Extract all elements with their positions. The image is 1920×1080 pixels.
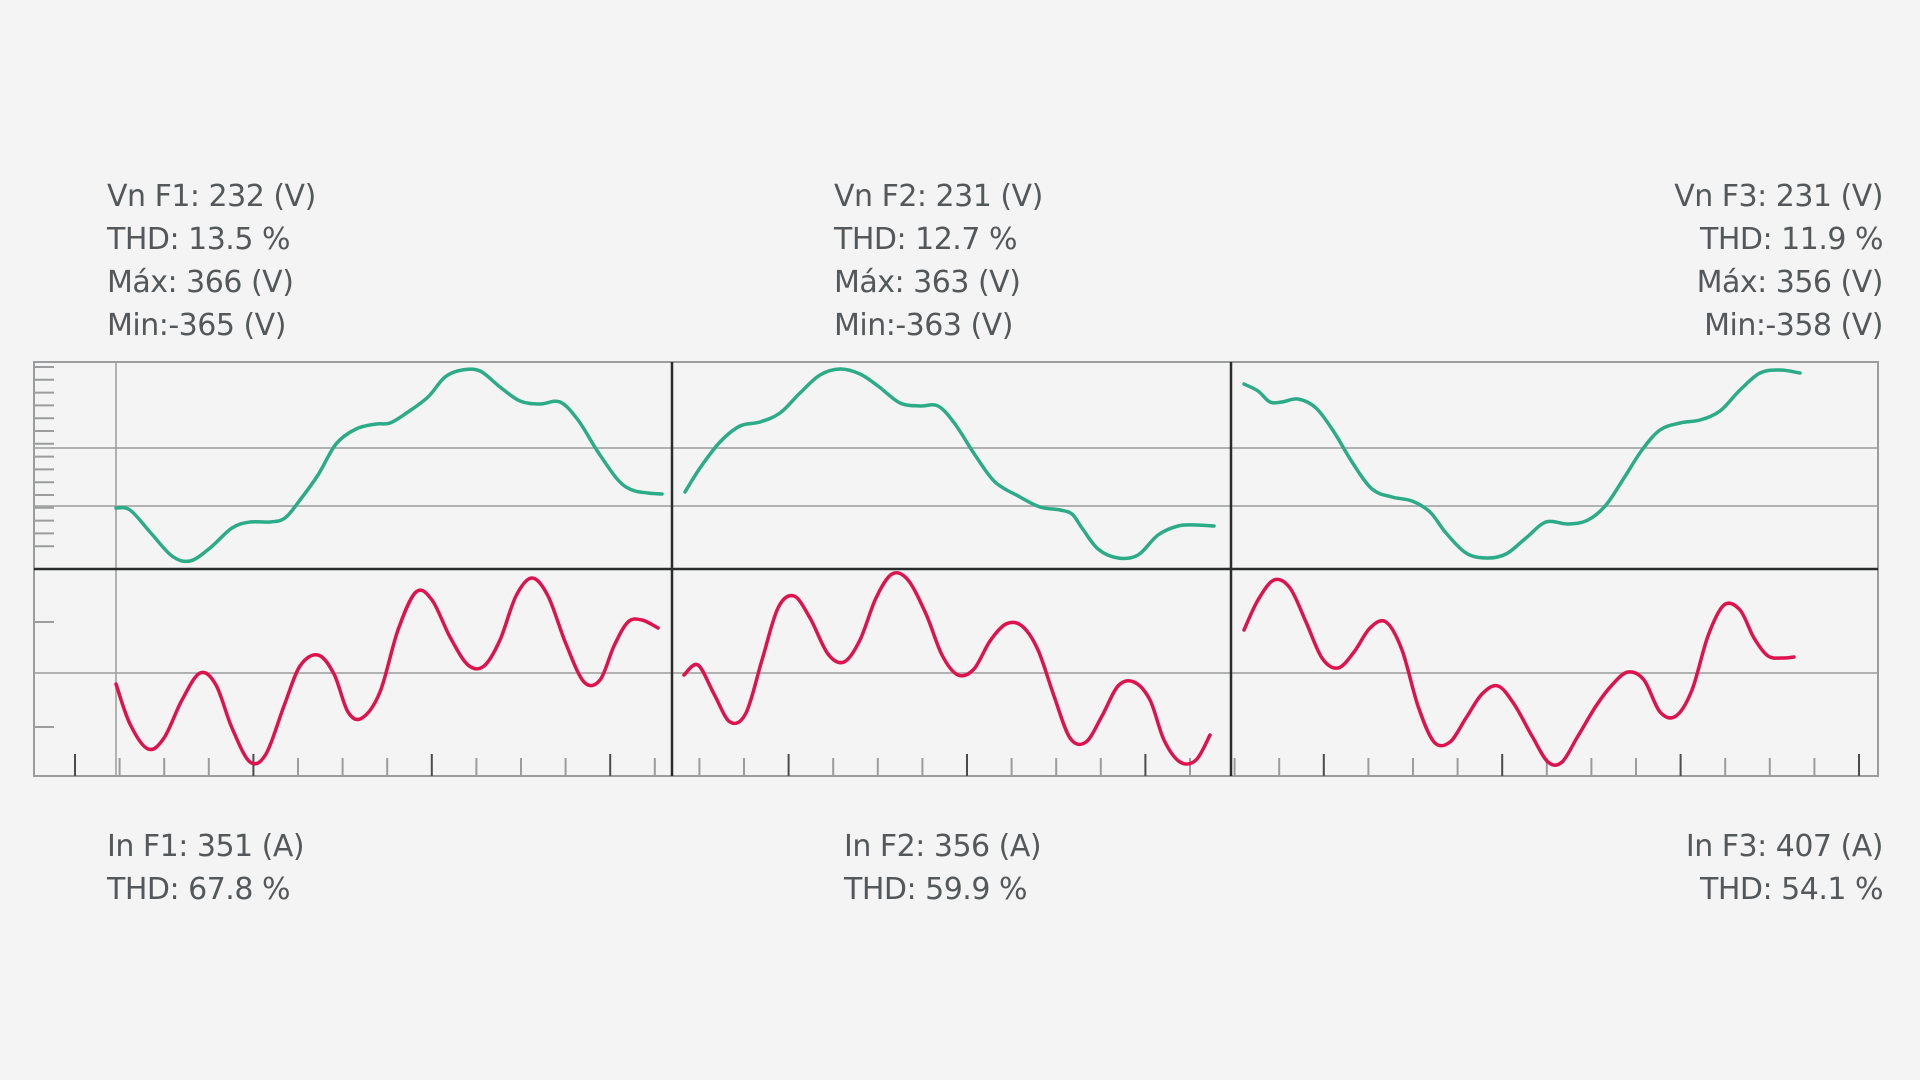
- phase1-voltage-thd: THD: 13.5 %: [107, 222, 290, 257]
- phase1-current-readout: In F1: 351 (A) THD: 67.8 %: [107, 825, 305, 911]
- voltage-trace-phase3: [1242, 368, 1802, 560]
- phase1-voltage-label: Vn F1: 232 (V): [107, 179, 316, 214]
- voltage-trace-phase1: [114, 367, 664, 564]
- phase3-current-thd: THD: 54.1 %: [1700, 872, 1883, 907]
- phase3-voltage-min: Min:-358 (V): [1704, 308, 1883, 343]
- phase1-voltage-max: Máx: 366 (V): [107, 265, 294, 300]
- phase3-voltage-readout: Vn F3: 231 (V) THD: 11.9 % Máx: 356 (V) …: [1674, 175, 1883, 347]
- scope-grid: [33, 361, 1879, 777]
- phase3-voltage-thd: THD: 11.9 %: [1700, 222, 1883, 257]
- phase3-current-label: In F3: 407 (A): [1685, 829, 1884, 864]
- phase1-current-thd: THD: 67.8 %: [107, 872, 290, 907]
- phase2-current-label: In F2: 356 (A): [844, 829, 1042, 864]
- voltage-trace-phase2: [683, 367, 1216, 561]
- phase1-current-label: In F1: 351 (A): [107, 829, 305, 864]
- phase3-current-readout: In F3: 407 (A) THD: 54.1 %: [1685, 825, 1884, 911]
- phase2-voltage-min: Min:-363 (V): [834, 308, 1013, 343]
- scope-ticks: [34, 366, 1860, 776]
- phase3-voltage-label: Vn F3: 231 (V): [1674, 179, 1883, 214]
- phase2-voltage-label: Vn F2: 231 (V): [834, 179, 1043, 214]
- phase2-current-readout: In F2: 356 (A) THD: 59.9 %: [844, 825, 1042, 911]
- current-trace-phase2: [682, 570, 1212, 766]
- phase2-voltage-readout: Vn F2: 231 (V) THD: 12.7 % Máx: 363 (V) …: [834, 175, 1043, 347]
- current-trace-phase3: [1242, 577, 1796, 767]
- scope-traces: [114, 367, 1802, 767]
- phase2-current-thd: THD: 59.9 %: [844, 872, 1027, 907]
- phase1-voltage-min: Min:-365 (V): [107, 308, 286, 343]
- phase2-voltage-thd: THD: 12.7 %: [834, 222, 1017, 257]
- current-trace-phase1: [114, 576, 660, 766]
- phase3-voltage-max: Máx: 356 (V): [1696, 265, 1884, 300]
- phase2-voltage-max: Máx: 363 (V): [834, 265, 1021, 300]
- phase1-voltage-readout: Vn F1: 232 (V) THD: 13.5 % Máx: 366 (V) …: [107, 175, 316, 347]
